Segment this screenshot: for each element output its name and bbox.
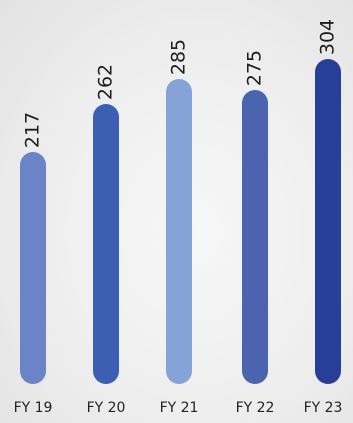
value-label-text: 304 — [316, 18, 339, 56]
bar-fy-21 — [166, 79, 192, 384]
category-label: FY 21 — [159, 400, 199, 416]
category-label: FY 20 — [86, 400, 126, 416]
value-label-text: 217 — [21, 111, 44, 149]
value-label-text: 275 — [243, 49, 266, 87]
category-label: FY 22 — [235, 400, 275, 416]
bar-fy-19 — [20, 152, 46, 384]
bar-fy-22 — [242, 90, 268, 384]
category-label: FY 19 — [13, 400, 53, 416]
bar-fy-20 — [93, 103, 119, 384]
value-label-text: 285 — [167, 39, 190, 76]
category-label: FY 23 — [303, 400, 343, 416]
value-label-text: 262 — [94, 63, 117, 101]
bar-fy-23 — [315, 59, 341, 384]
